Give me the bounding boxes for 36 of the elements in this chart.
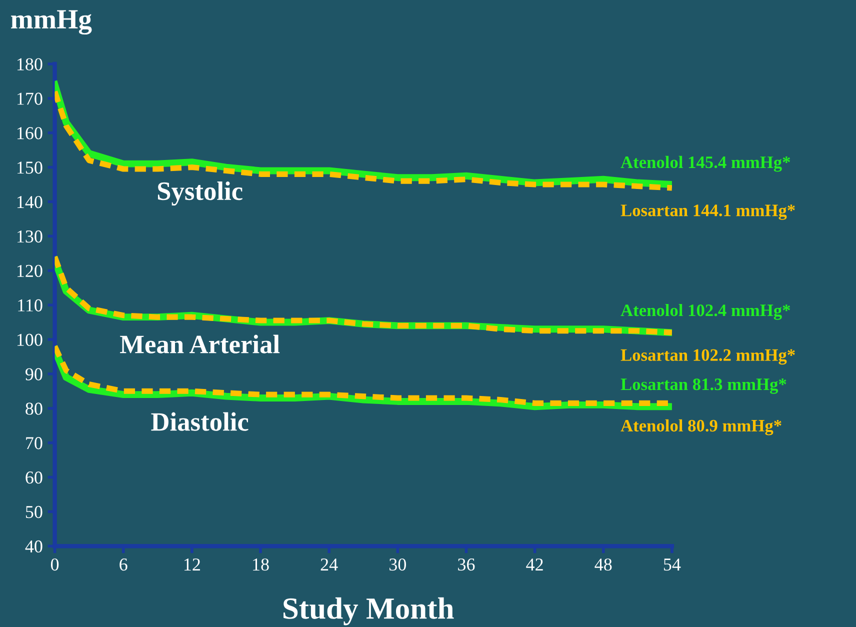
y-tick-label: 130 <box>17 230 42 243</box>
series-label: Atenolol 80.9 mmHg* <box>620 419 782 436</box>
series-label: Losartan 144.1 mmHg* <box>620 204 795 220</box>
y-tick-label: 80 <box>26 402 42 415</box>
y-tick-label: 40 <box>25 540 42 553</box>
y-tick-label: 50 <box>26 506 42 518</box>
series-label: Atenolol 102.4 mmHg* <box>620 304 790 320</box>
x-tick-label: 30 <box>389 558 406 571</box>
x-tick-label: 42 <box>526 558 543 570</box>
y-axis-title: mmHg <box>11 10 92 35</box>
y-tick-label: 160 <box>17 127 42 140</box>
annotation: Mean Arterial <box>120 334 280 354</box>
series-label: Losartan 81.3 mmHg* <box>620 378 786 394</box>
x-tick-label: 36 <box>458 558 475 571</box>
y-tick-label: 170 <box>17 92 42 105</box>
y-tick-label: 60 <box>26 471 42 484</box>
annotation: Systolic <box>158 182 242 206</box>
y-tick-label: 90 <box>26 368 42 380</box>
y-tick-label: 140 <box>17 196 42 208</box>
y-tick-label: 110 <box>18 299 42 312</box>
series-label: Atenolol 145.4 mmHg* <box>620 156 790 172</box>
x-tick-label: 48 <box>594 558 612 571</box>
x-axis-title: Study Month <box>284 597 454 626</box>
y-tick-label: 150 <box>17 162 42 174</box>
y-tick-label: 120 <box>17 264 42 278</box>
x-tick-label: 54 <box>664 558 681 571</box>
x-tick-label: 0 <box>50 558 59 571</box>
x-tick-label: 12 <box>184 558 200 570</box>
y-tick-label: 180 <box>17 58 42 70</box>
annotation: Diastolic <box>151 412 248 431</box>
x-tick-label: 18 <box>253 558 269 571</box>
x-tick-label: 6 <box>120 558 128 571</box>
y-tick-label: 100 <box>17 334 42 346</box>
x-tick-label: 24 <box>320 558 338 570</box>
y-tick-label: 70 <box>26 437 42 450</box>
series-label: Losartan 102.2 mmHg* <box>620 349 795 365</box>
